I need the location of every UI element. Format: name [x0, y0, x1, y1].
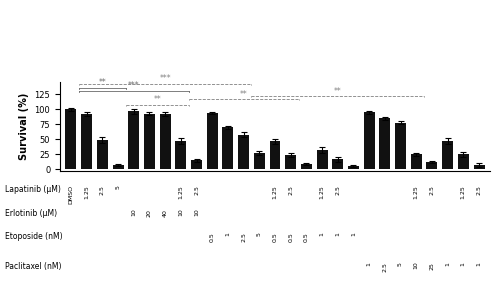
Bar [410, 154, 422, 169]
Text: 2.5: 2.5 [194, 185, 199, 195]
Text: 2.5: 2.5 [241, 232, 246, 242]
Text: Etoposide (nM): Etoposide (nM) [5, 232, 62, 241]
Text: 2.5: 2.5 [288, 185, 293, 195]
Text: 0.5: 0.5 [288, 232, 293, 242]
Text: 1: 1 [336, 232, 340, 236]
Text: 2.5: 2.5 [382, 262, 388, 272]
Text: 2.5: 2.5 [100, 185, 105, 195]
Bar [332, 159, 344, 169]
Text: 10: 10 [132, 209, 136, 216]
Text: 1.25: 1.25 [178, 185, 184, 199]
Bar [97, 140, 108, 169]
Text: 1: 1 [320, 232, 324, 236]
Text: 2.5: 2.5 [430, 185, 434, 195]
Bar [458, 154, 469, 169]
Text: 10: 10 [414, 262, 418, 269]
Text: 40: 40 [162, 209, 168, 217]
Text: **: ** [98, 78, 106, 87]
Text: **: ** [240, 90, 248, 99]
Text: 1: 1 [476, 262, 482, 265]
Text: 0.5: 0.5 [304, 232, 309, 242]
Text: **: ** [154, 95, 161, 104]
Bar [238, 135, 249, 169]
Text: 1: 1 [366, 262, 372, 265]
Text: 2.5: 2.5 [476, 185, 482, 195]
Text: Erlotinib (μM): Erlotinib (μM) [5, 209, 57, 218]
Text: Lapatinib (μM): Lapatinib (μM) [5, 185, 61, 194]
Text: 1: 1 [461, 262, 466, 265]
Y-axis label: Survival (%): Survival (%) [19, 93, 29, 160]
Bar [364, 112, 374, 169]
Text: 1.25: 1.25 [320, 185, 324, 199]
Text: 0.5: 0.5 [272, 232, 278, 242]
Text: 5: 5 [116, 185, 120, 189]
Text: 0.5: 0.5 [210, 232, 214, 242]
Text: 1: 1 [226, 232, 230, 236]
Text: DMSO: DMSO [68, 185, 73, 204]
Bar [301, 164, 312, 169]
Text: 1.25: 1.25 [461, 185, 466, 199]
Bar [380, 118, 390, 169]
Bar [254, 153, 265, 169]
Bar [222, 127, 234, 169]
Text: 25: 25 [430, 262, 434, 270]
Text: ***: *** [160, 74, 171, 83]
Text: 10: 10 [194, 209, 199, 216]
Bar [474, 165, 484, 169]
Bar [160, 114, 170, 169]
Bar [128, 111, 140, 169]
Bar [348, 166, 359, 169]
Bar [285, 155, 296, 169]
Text: 10: 10 [178, 209, 184, 216]
Text: 5: 5 [257, 232, 262, 236]
Bar [66, 109, 76, 169]
Text: 1: 1 [445, 262, 450, 265]
Text: 5: 5 [398, 262, 403, 265]
Bar [176, 141, 186, 169]
Bar [426, 162, 438, 169]
Text: 1.25: 1.25 [84, 185, 89, 199]
Text: 1: 1 [351, 232, 356, 236]
Bar [81, 114, 92, 169]
Bar [316, 150, 328, 169]
Text: 2.5: 2.5 [336, 185, 340, 195]
Text: 1.25: 1.25 [414, 185, 418, 199]
Bar [395, 123, 406, 169]
Text: **: ** [334, 87, 342, 96]
Text: Paclitaxel (nM): Paclitaxel (nM) [5, 262, 62, 271]
Bar [191, 160, 202, 169]
Text: ***: *** [128, 81, 140, 91]
Bar [442, 141, 453, 169]
Bar [144, 113, 155, 169]
Bar [112, 165, 124, 169]
Text: 20: 20 [147, 209, 152, 217]
Bar [270, 141, 280, 169]
Text: 1.25: 1.25 [272, 185, 278, 199]
Bar [206, 113, 218, 169]
